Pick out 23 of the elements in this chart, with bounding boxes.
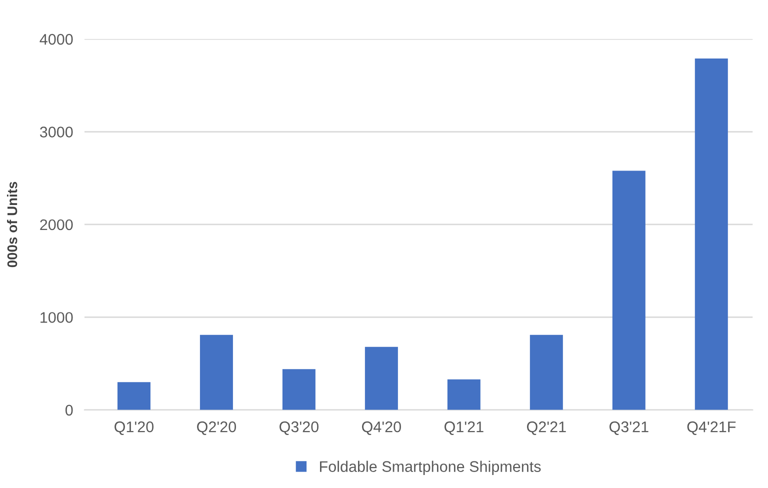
bar	[117, 382, 150, 410]
x-tick-label: Q3'20	[280, 421, 318, 435]
x-tick-label: Q4'20	[362, 421, 401, 435]
y-tick-label: 3000	[40, 126, 73, 138]
y-tick-label: 0	[65, 404, 73, 416]
x-tick-label: Q3'21	[609, 421, 648, 435]
bar	[694, 58, 728, 410]
x-tick-label: Q2'20	[197, 421, 236, 435]
x-tick-label: Q2'21	[526, 421, 566, 435]
bar	[447, 379, 480, 410]
bar	[612, 170, 646, 410]
bar	[364, 346, 398, 410]
x-tick-label: Q1'20	[114, 421, 154, 435]
bar	[200, 334, 233, 410]
y-tick-label: 1000	[40, 312, 73, 323]
y-tick-label: 2000	[40, 219, 73, 230]
bar	[282, 369, 316, 410]
x-tick-label: Q1'21	[444, 421, 484, 435]
bar	[530, 334, 563, 410]
x-tick-label: Q4'21F	[687, 421, 736, 435]
legend-label: Foldable Smartphone Shipments	[320, 460, 541, 475]
y-tick-label: 4000	[40, 34, 73, 45]
y-axis-title: 000s of Units	[6, 182, 18, 268]
